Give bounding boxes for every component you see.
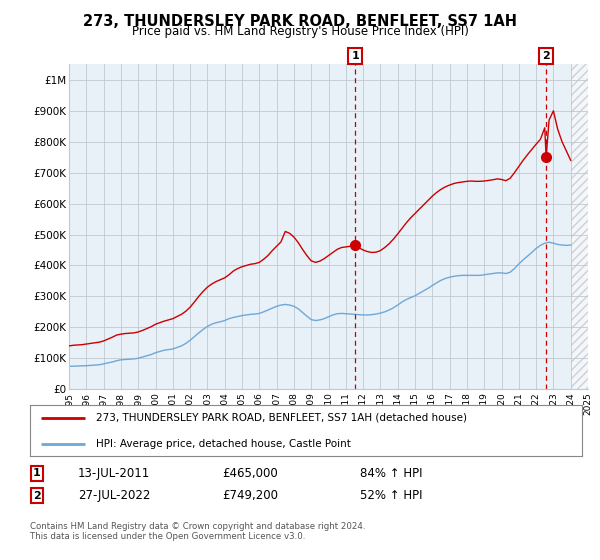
- Text: £465,000: £465,000: [222, 466, 278, 480]
- Text: Contains HM Land Registry data © Crown copyright and database right 2024.
This d: Contains HM Land Registry data © Crown c…: [30, 522, 365, 542]
- Text: 2: 2: [542, 51, 550, 61]
- Text: HPI: Average price, detached house, Castle Point: HPI: Average price, detached house, Cast…: [96, 438, 351, 449]
- Bar: [571, 64, 588, 389]
- Text: 273, THUNDERSLEY PARK ROAD, BENFLEET, SS7 1AH (detached house): 273, THUNDERSLEY PARK ROAD, BENFLEET, SS…: [96, 413, 467, 423]
- Text: Price paid vs. HM Land Registry's House Price Index (HPI): Price paid vs. HM Land Registry's House …: [131, 25, 469, 38]
- Text: 84% ↑ HPI: 84% ↑ HPI: [360, 466, 422, 480]
- Text: 52% ↑ HPI: 52% ↑ HPI: [360, 489, 422, 502]
- Bar: [69, 64, 571, 389]
- Text: 1: 1: [33, 468, 41, 478]
- Text: 27-JUL-2022: 27-JUL-2022: [78, 489, 151, 502]
- Text: 13-JUL-2011: 13-JUL-2011: [78, 466, 150, 480]
- Text: 2: 2: [33, 491, 41, 501]
- Text: 273, THUNDERSLEY PARK ROAD, BENFLEET, SS7 1AH: 273, THUNDERSLEY PARK ROAD, BENFLEET, SS…: [83, 14, 517, 29]
- Text: 1: 1: [351, 51, 359, 61]
- Text: £749,200: £749,200: [222, 489, 278, 502]
